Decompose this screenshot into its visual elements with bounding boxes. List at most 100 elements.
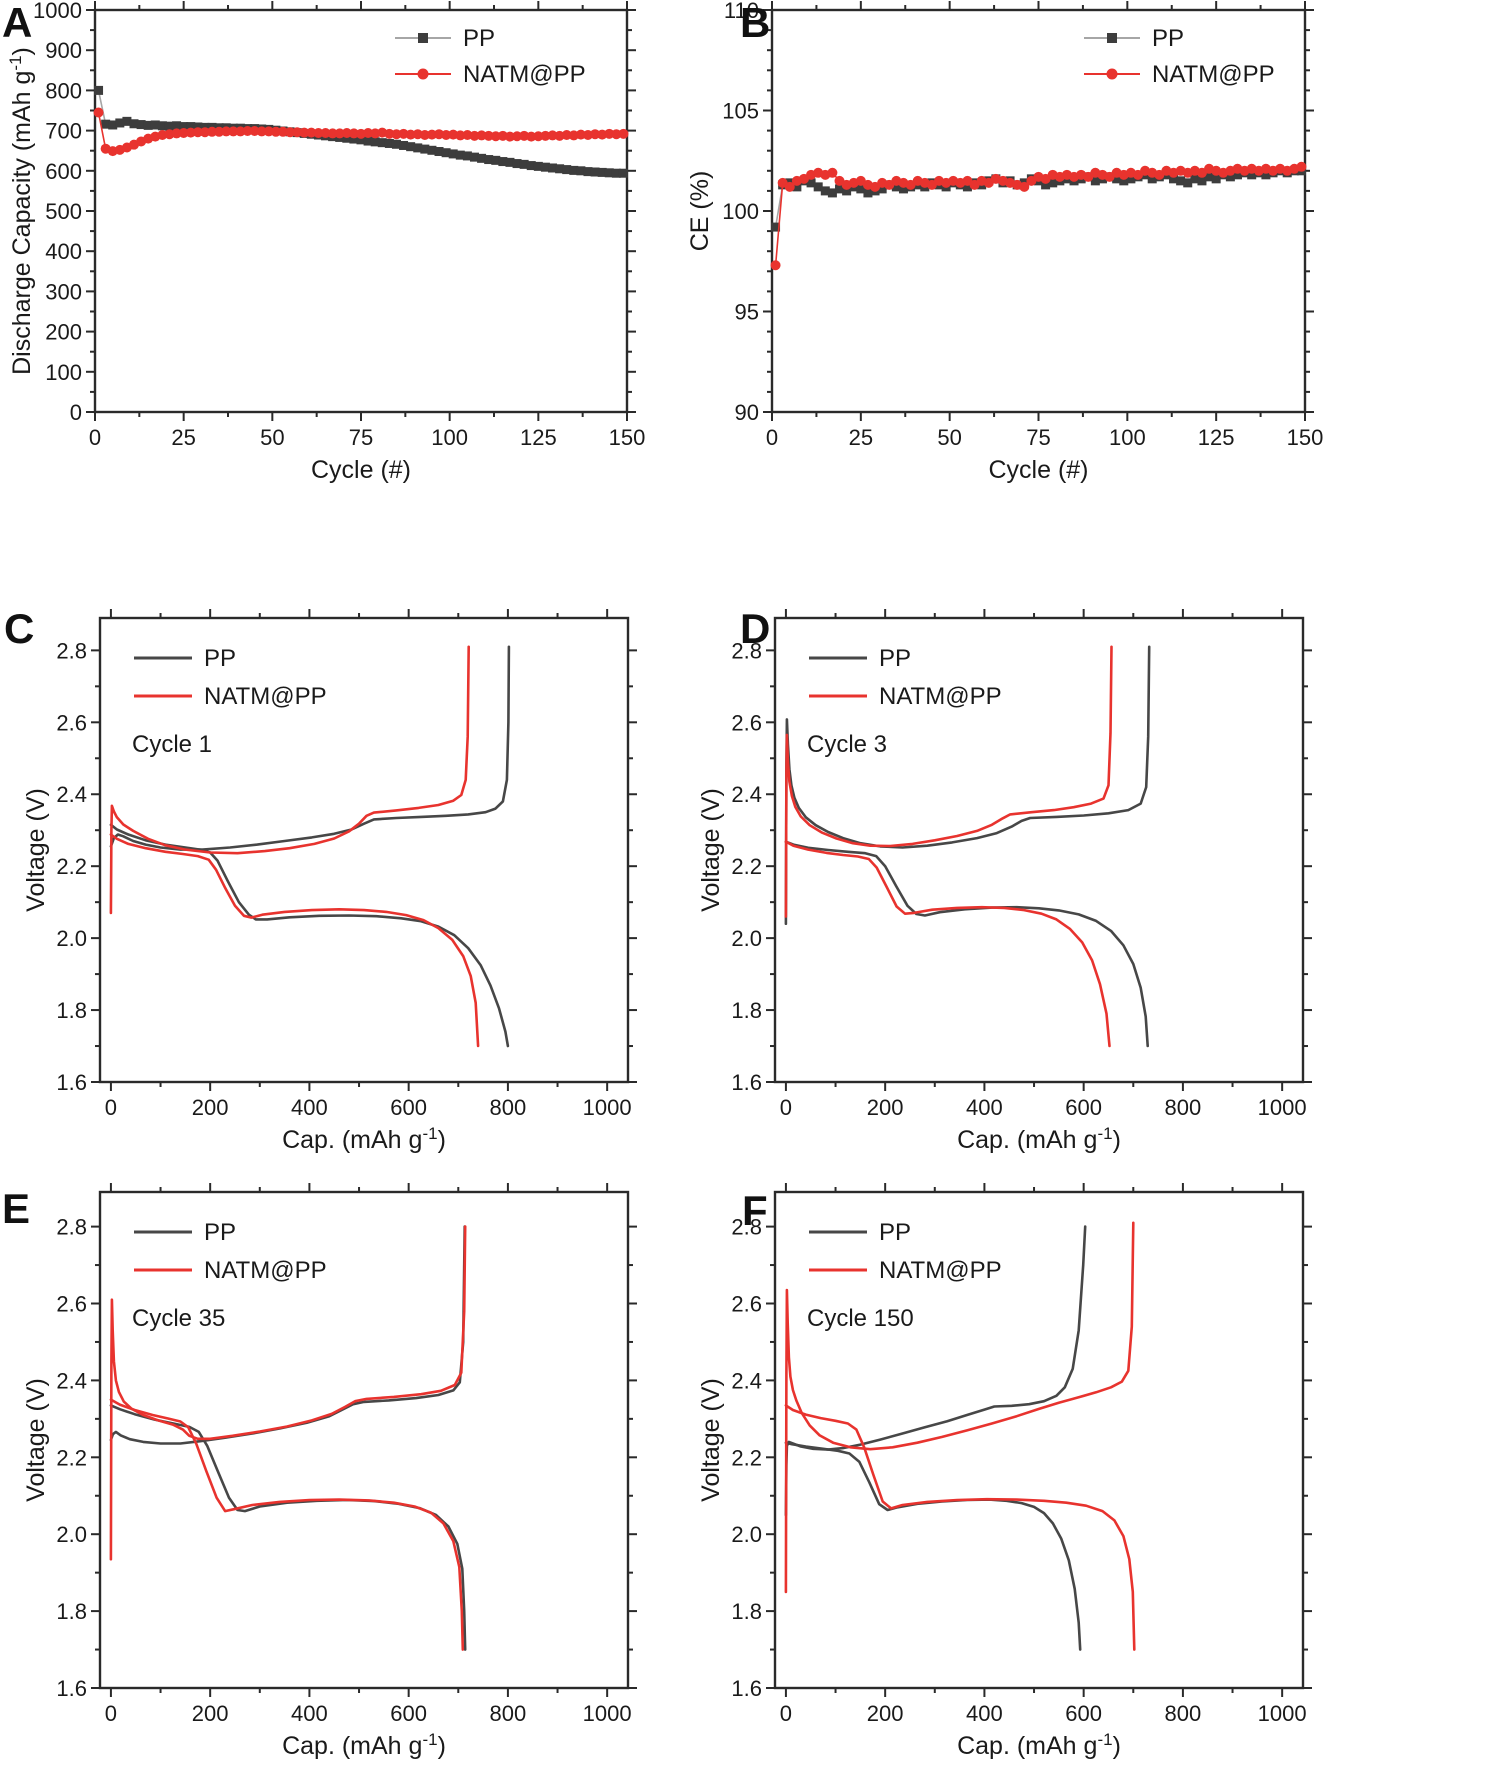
legend: PP NATM@PP: [134, 1219, 327, 1284]
y-tick-label: 600: [45, 159, 82, 184]
y-tick-label: 100: [722, 199, 759, 224]
series-pp-discharge: [784, 840, 1149, 1048]
y-tick-label: 2.4: [731, 1368, 762, 1393]
y-tick-label: 2.0: [56, 1522, 87, 1547]
x-axis-title: Cycle (#): [311, 456, 411, 484]
x-tick-label: 0: [105, 1701, 117, 1726]
y-axis-title: CE (%): [686, 171, 714, 252]
series-natm-pp-charge: [109, 1225, 467, 1561]
y-tick-label: 2.6: [731, 710, 762, 735]
x-tick-label: 50: [260, 425, 284, 450]
y-tick-label: 2.8: [56, 638, 87, 663]
x-tick-label: 75: [349, 425, 373, 450]
y-tick-label: 300: [45, 279, 82, 304]
x-tick-label: 600: [1065, 1095, 1102, 1120]
legend: PP NATM@PP: [134, 645, 327, 710]
x-axis-title: Cycle (#): [988, 456, 1088, 484]
legend-label: PP: [204, 645, 236, 672]
x-tick-label: 25: [171, 425, 195, 450]
y-tick-label: 2.0: [56, 926, 87, 951]
y-tick-label: 200: [45, 320, 82, 345]
panel-label-f: F: [742, 1187, 768, 1234]
series-pp-discharge: [109, 1404, 467, 1651]
x-tick-label: 1000: [583, 1701, 632, 1726]
legend-label: PP: [879, 1219, 911, 1246]
x-tick-label: 800: [490, 1095, 527, 1120]
y-tick-label: 1.6: [56, 1070, 87, 1095]
plot-frame: [773, 1190, 1305, 1690]
panel-C: 0 200 400 600 800 1000 1.6 1.8 2.0 2.2 2.4 2.6 2.8 Ca…: [22, 609, 637, 1154]
y-tick-label: 2.8: [56, 1215, 87, 1240]
x-tick-label: 150: [609, 425, 646, 450]
y-tick-label: 2.6: [731, 1292, 762, 1317]
x-axis-title: Cap. (mAh g-1): [957, 1730, 1121, 1760]
y-tick-label: 2.8: [731, 1215, 762, 1240]
y-tick-label: 2.6: [56, 710, 87, 735]
series-natm-pp-discharge: [784, 840, 1111, 1048]
y-tick-label: 2.4: [731, 782, 762, 807]
x-tick-label: 0: [766, 425, 778, 450]
cycle-annotation: Cycle 1: [132, 731, 212, 758]
y-tick-label: 110: [724, 0, 759, 23]
legend: PP NATM@PP: [809, 645, 1002, 710]
series-natm-pp-discharge: [109, 1398, 465, 1651]
panel-F: 0 200 400 600 800 1000 1.6 1.8 2.0 2.2 2.4 2.6 2.8 Ca…: [697, 1183, 1312, 1760]
y-tick-label: 1.8: [56, 998, 87, 1023]
x-tick-label: 125: [520, 425, 557, 450]
y-tick-label: 2.2: [731, 854, 762, 879]
y-tick-label: 2.0: [731, 1522, 762, 1547]
x-tick-label: 400: [291, 1095, 328, 1120]
legend-label: NATM@PP: [1152, 61, 1275, 88]
x-tick-label: 800: [1165, 1701, 1202, 1726]
x-tick-label: 200: [192, 1095, 229, 1120]
y-tick-label: 2.2: [56, 1445, 87, 1470]
y-tick-label: 2.8: [731, 638, 762, 663]
x-tick-label: 800: [490, 1701, 527, 1726]
series-natm-pp-charge: [109, 645, 471, 915]
x-tick-label: 200: [192, 1701, 229, 1726]
x-tick-label: 100: [1109, 425, 1146, 450]
panel-E: 0 200 400 600 800 1000 1.6 1.8 2.0 2.2 2.4 2.6 2.8 Ca…: [22, 1183, 637, 1760]
x-tick-label: 0: [780, 1095, 792, 1120]
y-tick-label: 100: [45, 360, 82, 385]
plot-frame: [98, 616, 630, 1084]
legend-label: NATM@PP: [204, 1257, 327, 1284]
y-tick-label: 2.6: [56, 1292, 87, 1317]
x-axis-title: Cap. (mAh g-1): [957, 1124, 1121, 1154]
series-pp-charge: [109, 645, 511, 851]
x-tick-label: 25: [849, 425, 873, 450]
x-tick-label: 100: [431, 425, 468, 450]
x-tick-label: 150: [1287, 425, 1324, 450]
x-tick-label: 400: [966, 1095, 1003, 1120]
panel-A: 0 25 50 75 100 125 150 0 100 200 300 400 500 600 700 80…: [6, 0, 645, 484]
cycle-annotation: Cycle 150: [807, 1305, 914, 1332]
panel-label-b: B: [740, 0, 771, 46]
y-tick-label: 1.8: [731, 1599, 762, 1624]
y-tick-label: 95: [735, 300, 759, 325]
series-pp-discharge: [784, 1441, 1082, 1651]
y-tick-label: 1.8: [56, 1599, 87, 1624]
legend-label: PP: [463, 25, 495, 52]
y-tick-label: 105: [722, 99, 759, 124]
x-tick-label: 400: [966, 1701, 1003, 1726]
y-tick-label: 1.6: [56, 1676, 87, 1701]
y-axis-title: Voltage (V): [697, 788, 725, 912]
x-tick-label: 400: [291, 1701, 328, 1726]
y-axis-title: Discharge Capacity (mAh g-1): [6, 47, 36, 375]
y-tick-label: 800: [45, 78, 82, 103]
x-axis-title: Cap. (mAh g-1): [282, 1730, 446, 1760]
x-axis-title: Cap. (mAh g-1): [282, 1124, 446, 1154]
panel-D: 0 200 400 600 800 1000 1.6 1.8 2.0 2.2 2.4 2.6 2.8 Ca…: [697, 609, 1312, 1154]
series-natm-pp-charge: [784, 1221, 1135, 1594]
y-tick-label: 500: [45, 199, 82, 224]
x-tick-label: 1000: [583, 1095, 632, 1120]
x-tick-label: 0: [780, 1701, 792, 1726]
y-tick-label: 2.2: [731, 1445, 762, 1470]
panel-label-a: A: [2, 0, 33, 46]
y-tick-label: 400: [45, 239, 82, 264]
panel-label-c: C: [4, 605, 35, 652]
panel-label-d: D: [740, 605, 771, 652]
y-tick-label: 2.4: [56, 1368, 87, 1393]
legend: PP NATM@PP: [809, 1219, 1002, 1284]
